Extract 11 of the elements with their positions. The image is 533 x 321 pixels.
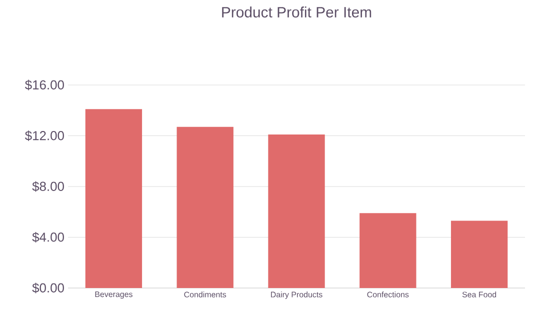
bar: [176, 126, 234, 288]
bar: [450, 220, 508, 288]
bar: [360, 213, 416, 288]
y-tick-label: $8.00: [32, 181, 64, 192]
y-tick-label: $4.00: [32, 232, 64, 242]
y-tick-label: $12.00: [25, 130, 64, 141]
y-tick-label: $0.00: [32, 282, 64, 294]
chart-title: Product Profit Per Item: [222, 6, 372, 18]
bar: [85, 109, 142, 288]
bar: [268, 134, 325, 288]
y-tick-label: $16.00: [25, 80, 64, 90]
